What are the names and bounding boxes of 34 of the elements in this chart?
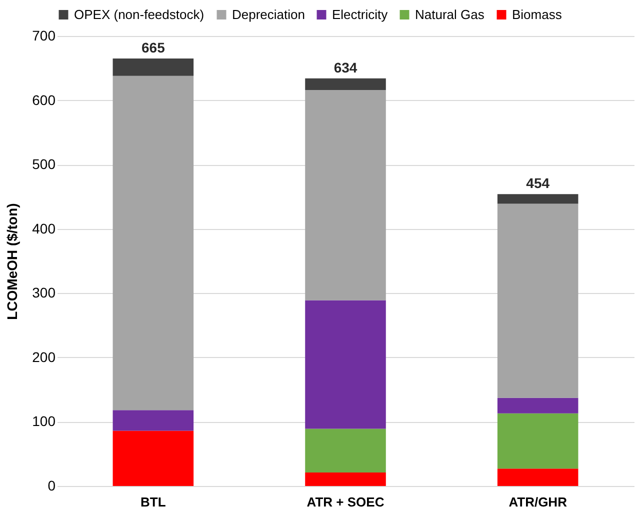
bar <box>497 398 578 414</box>
bar <box>305 300 386 429</box>
bar <box>497 204 578 398</box>
bar <box>112 430 194 486</box>
bar <box>112 410 194 431</box>
total-label: 454 <box>526 175 550 192</box>
total-label: 634 <box>334 59 358 76</box>
bar <box>112 76 194 410</box>
y-tick-label: 700 <box>32 28 56 44</box>
legend-label: OPEX (non-feedstock) <box>74 6 204 22</box>
bar <box>497 194 578 204</box>
y-tick-label: 600 <box>32 92 56 108</box>
y-tick-label: 100 <box>32 413 56 430</box>
legend-label: Natural Gas <box>415 6 485 22</box>
bar <box>305 78 386 90</box>
bar <box>497 413 578 469</box>
y-tick-label: 200 <box>32 348 56 365</box>
total-label: 665 <box>141 40 166 56</box>
bar <box>305 428 386 472</box>
y-tick-label: 500 <box>32 156 56 172</box>
x-tick-label: ATR + SOEC <box>306 494 385 510</box>
x-tick-label: BTL <box>140 494 166 510</box>
y-tick-label: 400 <box>32 220 56 236</box>
bar <box>497 468 578 486</box>
y-tick-label: 0 <box>48 478 56 494</box>
bar <box>305 90 386 300</box>
legend-label: Electricity <box>332 6 388 22</box>
x-tick-label: ATR/GHR <box>508 494 568 510</box>
bar <box>305 472 386 486</box>
legend-label: Biomass <box>512 6 562 22</box>
y-axis-title: LCOMeOH ($/ton) <box>4 203 20 320</box>
bar <box>112 58 194 76</box>
legend-label: Depreciation <box>232 6 305 22</box>
y-tick-label: 300 <box>32 284 56 301</box>
